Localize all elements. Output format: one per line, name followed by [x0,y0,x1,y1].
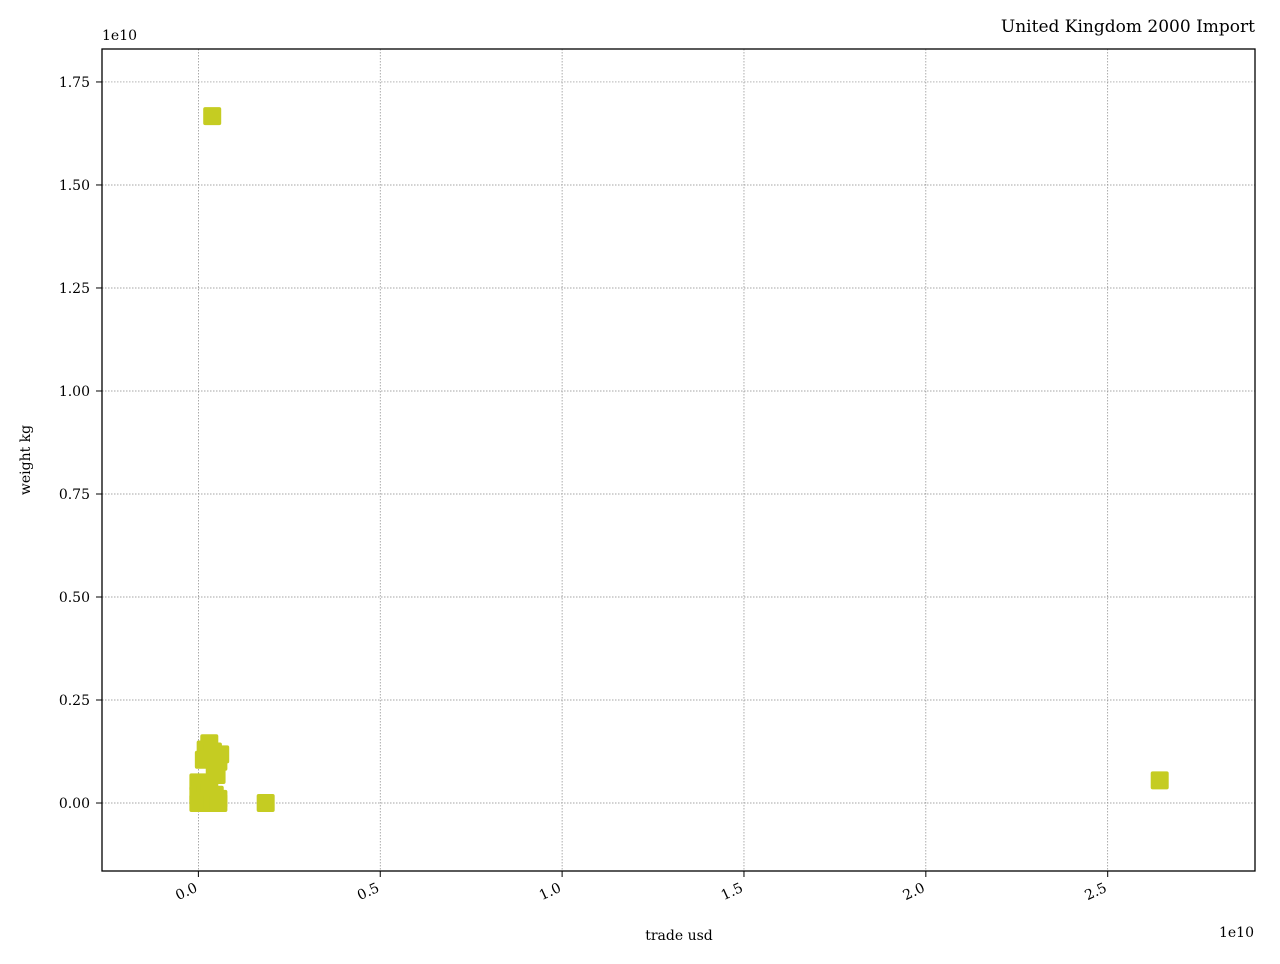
x-tick-label: 1.5 [719,880,746,904]
axis-ticks: 0.0 0.5 1.0 1.5 2.0 2.5 0.00 0.25 0.50 0.75 1.00 1.… [59,75,1110,904]
data-point-marker [207,765,226,784]
data-points [189,107,1169,813]
y-tick-label: 1.00 [59,384,90,400]
y-tick-label: 0.75 [59,487,90,503]
x-tick-label: 1.0 [537,880,564,904]
data-point-marker [1150,771,1169,790]
y-axis-label: weight kg [18,425,34,495]
data-point-marker [256,794,275,813]
chart-title: United Kingdom 2000 Import [1001,17,1255,37]
x-tick-label: 2.5 [1082,880,1109,904]
y-tick-label: 1.75 [59,75,90,91]
data-point-marker [209,794,228,813]
y-tick-label: 0.50 [59,590,90,606]
y-tick-label: 1.50 [59,178,90,194]
grid [102,49,1255,871]
x-tick-label: 0.0 [173,880,200,904]
y-axis-offset-text: 1e10 [102,28,137,44]
y-tick-label: 0.00 [59,796,90,812]
data-point-marker [203,107,222,126]
y-tick-label: 1.25 [59,281,90,297]
x-tick-label: 0.5 [355,880,382,904]
plot-frame [101,48,1256,872]
y-tick-label: 0.25 [59,693,90,709]
x-axis-label: trade usd [645,928,713,944]
x-axis-offset-text: 1e10 [1219,925,1254,941]
x-tick-label: 2.0 [901,880,928,904]
